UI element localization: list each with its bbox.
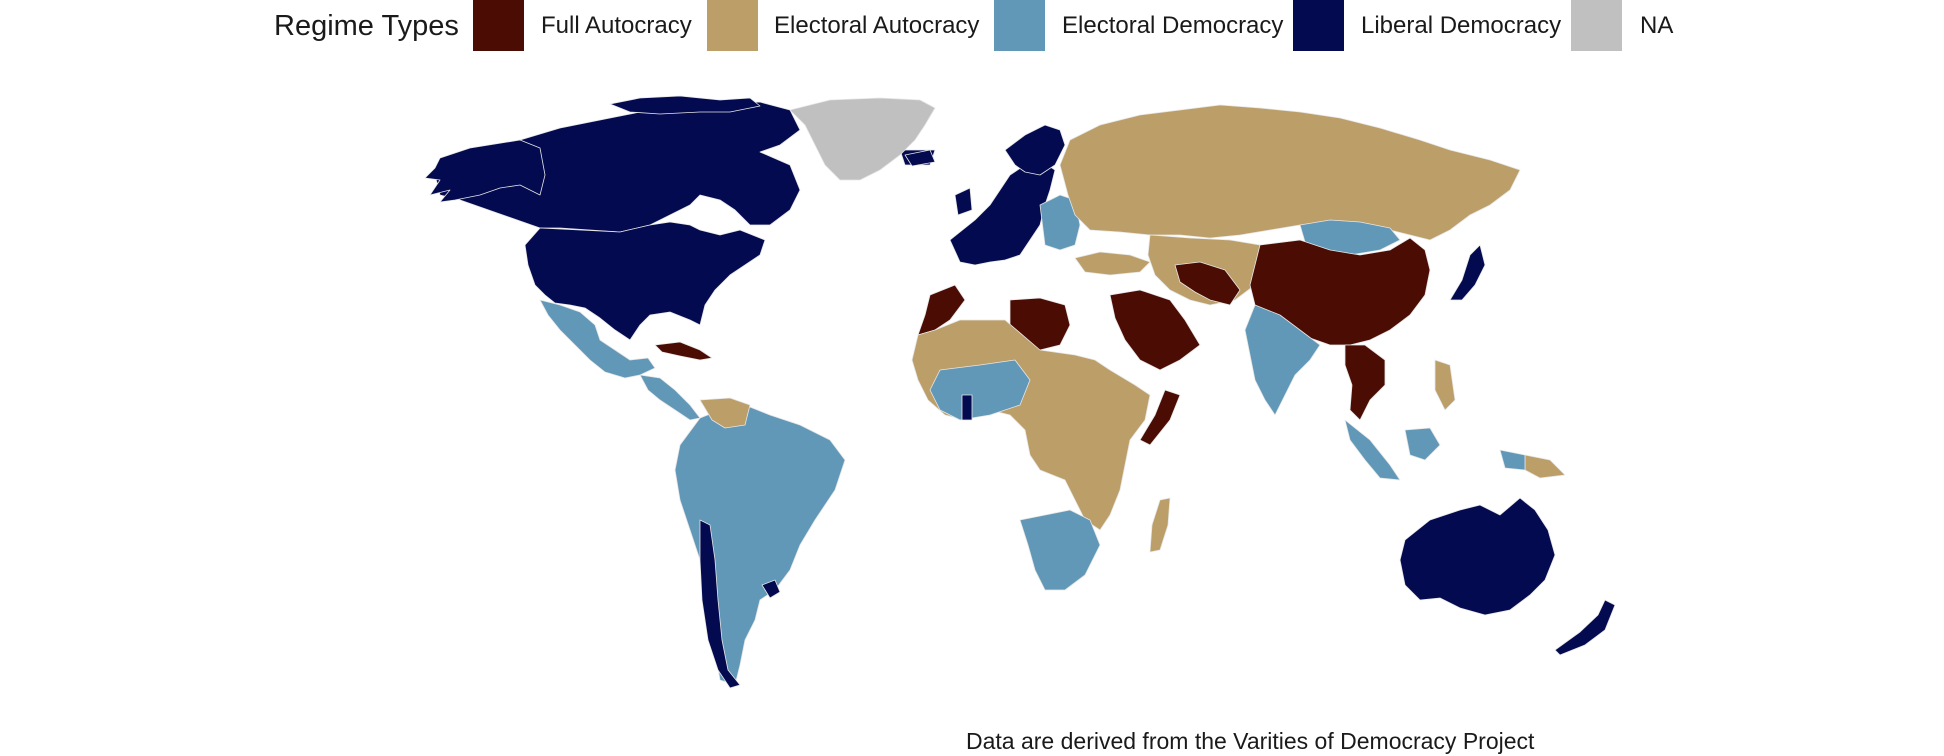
country-southeast-asia-autocracy <box>1344 344 1386 421</box>
legend-label-liberal-democracy: Liberal Democracy <box>1361 12 1562 39</box>
legend-label-electoral-autocracy: Electoral Autocracy <box>774 12 980 39</box>
legend-title: Regime Types <box>274 10 459 42</box>
country-alaska <box>424 139 546 203</box>
country-mexico <box>539 299 656 379</box>
country-venezuela <box>699 397 751 429</box>
country-india <box>1244 304 1321 416</box>
country-eastern-europe <box>1039 194 1081 251</box>
country-west-africa <box>929 359 1031 421</box>
country-new-guinea-west <box>1499 449 1526 471</box>
country-cuba <box>654 341 713 361</box>
legend-swatch-liberal-democracy <box>1293 0 1344 51</box>
country-africa <box>911 319 1151 531</box>
country-ghana <box>961 394 973 421</box>
country-morocco <box>917 284 966 336</box>
country-new-zealand <box>1554 599 1616 656</box>
caption: Data are derived from the Varities of De… <box>966 728 1535 754</box>
country-chile <box>699 519 741 689</box>
legend-swatch-na <box>1571 0 1622 51</box>
country-iceland <box>904 149 936 167</box>
legend-label-full-autocracy: Full Autocracy <box>541 12 692 39</box>
country-australia <box>1399 497 1556 616</box>
country-southern-africa <box>1019 509 1101 591</box>
country-central-america <box>639 374 701 421</box>
country-philippines <box>1434 359 1456 411</box>
legend: Regime Types Full Autocracy Electoral Au… <box>0 0 1944 58</box>
country-western-europe <box>949 159 1056 266</box>
world-map <box>424 95 1616 689</box>
country-japan <box>1449 244 1486 301</box>
country-greenland <box>789 97 936 181</box>
country-borneo <box>1404 427 1441 461</box>
country-canada-arctic-islands <box>609 95 761 115</box>
country-usa <box>524 221 766 341</box>
legend-swatch-full-autocracy <box>473 0 524 51</box>
country-russia <box>1059 104 1521 241</box>
legend-label-na: NA <box>1640 12 1674 39</box>
country-turkey <box>1074 251 1151 276</box>
legend-swatch-electoral-democracy <box>994 0 1045 51</box>
country-saudi-arabia <box>1109 289 1201 371</box>
country-iran <box>1174 261 1241 306</box>
country-indonesia-west <box>1344 419 1401 481</box>
country-scandinavia <box>1004 124 1066 176</box>
country-papua-new-guinea <box>1524 454 1566 479</box>
country-uk <box>954 187 973 216</box>
country-somalia <box>1139 389 1181 446</box>
country-madagascar <box>1149 497 1171 553</box>
legend-swatch-electoral-autocracy <box>707 0 758 51</box>
legend-label-electoral-democracy: Electoral Democracy <box>1062 12 1284 39</box>
country-uruguay <box>761 579 781 599</box>
